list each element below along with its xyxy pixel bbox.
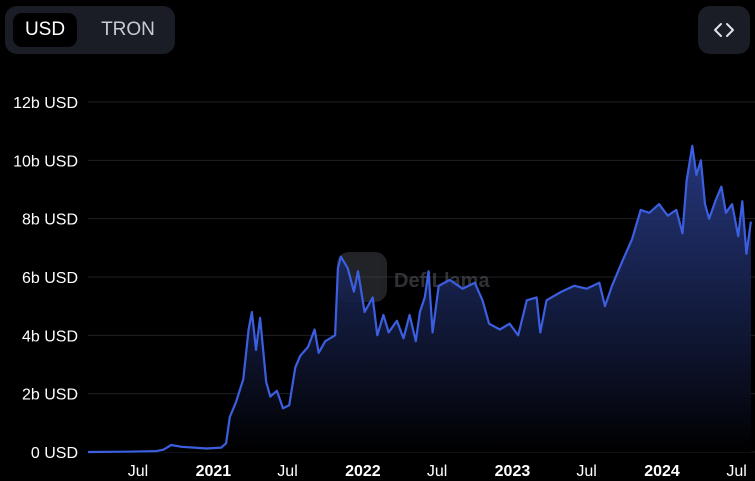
area-fill: [88, 145, 751, 453]
y-axis: 0 USD 2b USD 4b USD 6b USD 8b USD 10b USD 12b …: [13, 95, 78, 462]
usd-toggle-button[interactable]: USD: [13, 13, 77, 47]
x-tick-label: Jul: [277, 463, 297, 480]
y-tick-label: 10b USD: [13, 153, 78, 170]
x-tick-label: Jul: [726, 463, 746, 480]
series-line: [87, 144, 752, 454]
x-tick-label: Jul: [427, 463, 447, 480]
code-brackets-icon: [714, 23, 734, 37]
x-tick-label: 2023: [495, 463, 531, 480]
x-axis: Jul 2021 Jul 2022 Jul 2023 Jul 2024 Jul: [128, 463, 747, 480]
x-tick-label: 2024: [644, 463, 680, 480]
y-tick-label: 0 USD: [31, 445, 78, 462]
y-tick-label: 2b USD: [22, 387, 78, 404]
x-tick-label: Jul: [128, 463, 148, 480]
y-tick-label: 4b USD: [22, 328, 78, 345]
x-tick-label: 2022: [345, 463, 381, 480]
y-tick-label: 8b USD: [22, 212, 78, 229]
embed-button[interactable]: [698, 6, 750, 54]
y-tick-label: 6b USD: [22, 270, 78, 287]
tron-toggle-button[interactable]: TRON: [87, 13, 169, 47]
denomination-toggle: USD TRON: [5, 6, 175, 54]
y-tick-label: 12b USD: [13, 95, 78, 112]
x-tick-label: 2021: [196, 463, 232, 480]
x-tick-label: Jul: [576, 463, 596, 480]
